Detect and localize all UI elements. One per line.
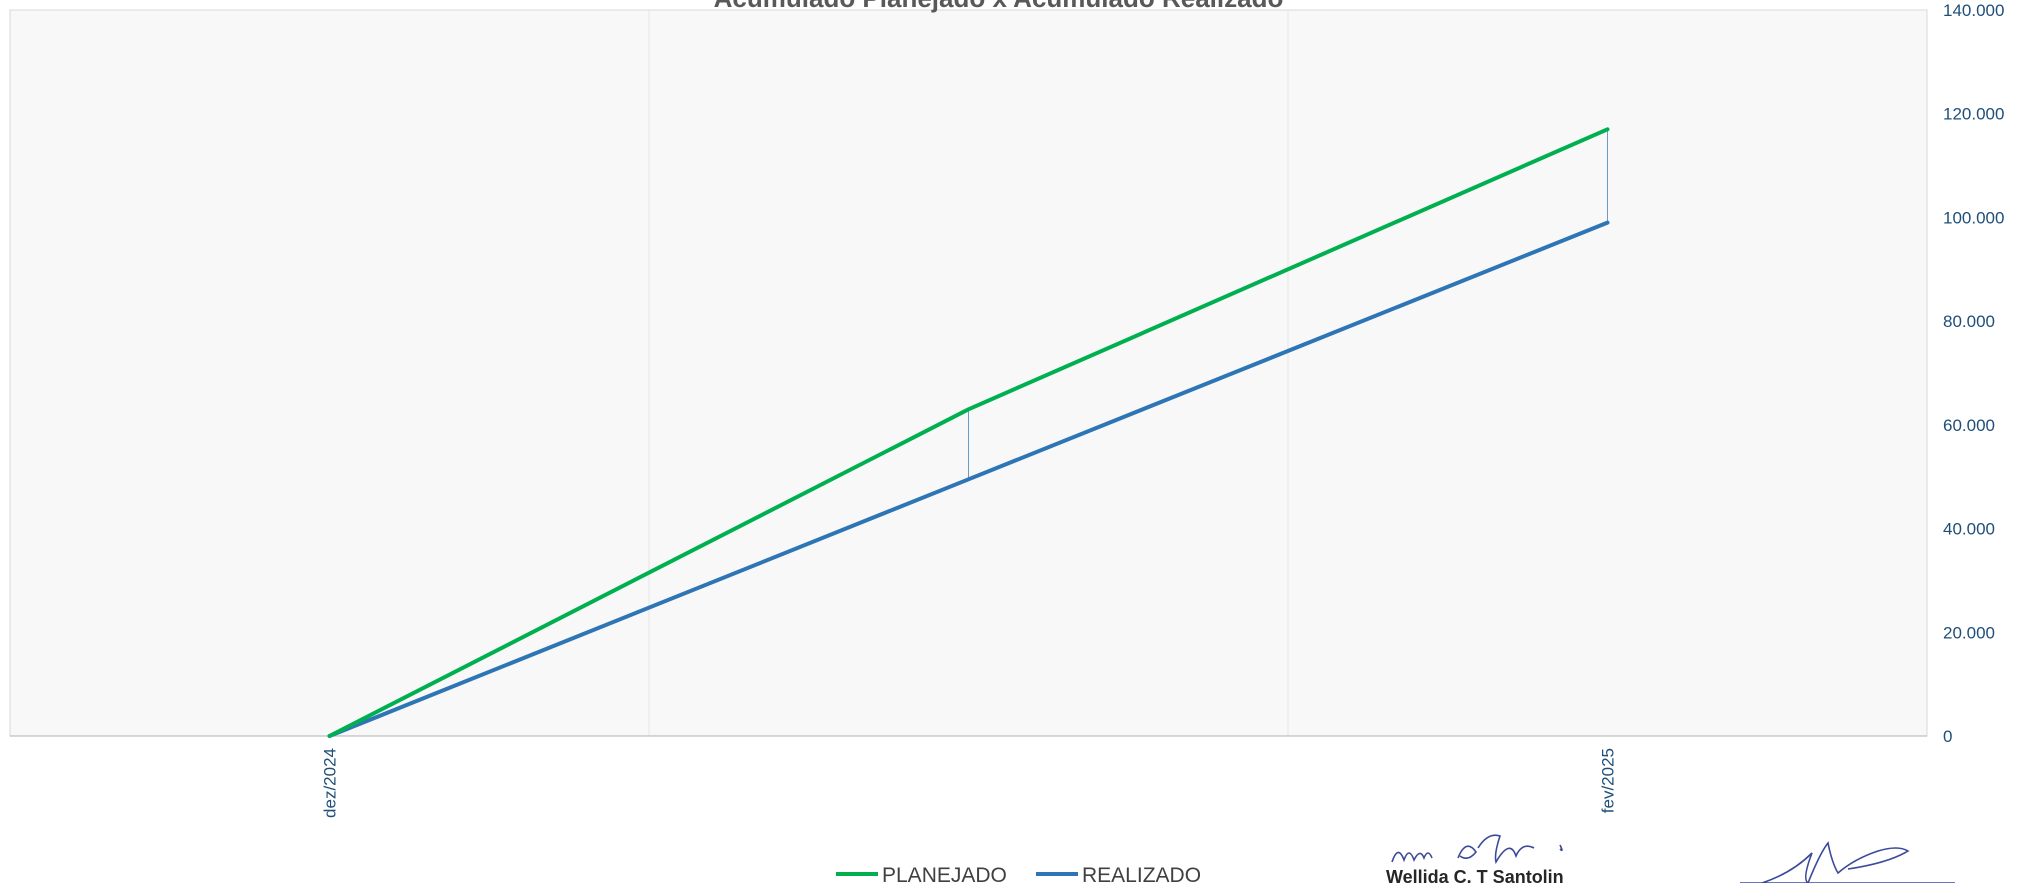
signature-scribble (1391, 834, 1563, 865)
x-tick-label: fev/2025 (1599, 748, 1618, 813)
y-tick-label: 140.000 (1943, 1, 2004, 20)
y-axis: 0 20.000 40.000 60.000 80.000 100.000 120.000 1… (1943, 1, 2004, 746)
series-layer (327, 127, 1610, 738)
chart-title: Acumulado Planejado x Acumulado Realizad… (714, 0, 1284, 13)
signature-right-scribble (1740, 841, 1955, 883)
y-tick-label: 100.000 (1943, 208, 2004, 227)
series-line-realizado (327, 220, 1610, 738)
y-tick-label: 120.000 (1943, 105, 2004, 124)
y-tick-label: 80.000 (1943, 312, 1995, 331)
plot-area (9, 9, 1928, 737)
y-tick-label: 0 (1943, 727, 1952, 746)
y-tick-label: 40.000 (1943, 520, 1995, 539)
x-axis: dez/2024 fev/2025 (321, 748, 1618, 818)
y-tick-label: 20.000 (1943, 623, 1995, 642)
y-tick-label: 60.000 (1943, 416, 1995, 435)
x-tick-label: dez/2024 (321, 748, 340, 818)
drop-lines (968, 129, 1608, 480)
series-line-planejado (327, 127, 1610, 738)
legend-label: REALIZADO (1082, 864, 1201, 883)
signature-name: Wellida C. T Santolin (1386, 867, 1564, 883)
legend-label: PLANEJADO (882, 864, 1007, 883)
legend: PLANEJADO REALIZADO (836, 864, 1201, 883)
signature-block: Wellida C. T Santolin (1386, 834, 1955, 883)
